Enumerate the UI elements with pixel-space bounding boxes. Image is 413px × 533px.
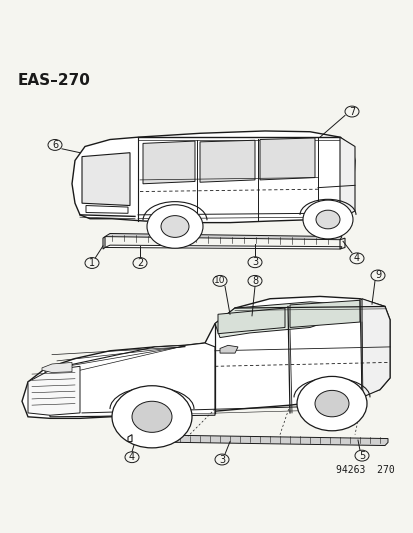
Ellipse shape — [344, 106, 358, 117]
Text: 3: 3 — [218, 455, 225, 465]
Text: 6: 6 — [52, 140, 58, 150]
Polygon shape — [199, 140, 254, 182]
Ellipse shape — [133, 257, 147, 269]
Polygon shape — [339, 137, 354, 219]
Polygon shape — [105, 245, 341, 249]
Text: 2: 2 — [137, 258, 143, 268]
Ellipse shape — [48, 140, 62, 150]
Text: 4: 4 — [353, 253, 359, 263]
Ellipse shape — [247, 257, 261, 268]
Polygon shape — [219, 345, 237, 353]
Ellipse shape — [161, 216, 189, 237]
Ellipse shape — [112, 386, 192, 448]
Polygon shape — [82, 153, 130, 206]
Ellipse shape — [302, 200, 352, 239]
Ellipse shape — [85, 257, 99, 269]
Polygon shape — [361, 298, 389, 398]
Text: 8: 8 — [252, 276, 257, 286]
Polygon shape — [105, 233, 341, 240]
Ellipse shape — [212, 276, 226, 286]
Polygon shape — [22, 296, 389, 418]
Polygon shape — [42, 362, 72, 373]
Text: 5: 5 — [358, 450, 364, 461]
Polygon shape — [259, 138, 314, 180]
Text: 7: 7 — [348, 107, 354, 117]
Polygon shape — [72, 131, 354, 223]
Ellipse shape — [296, 376, 366, 431]
Polygon shape — [218, 308, 284, 334]
Ellipse shape — [214, 454, 228, 465]
Ellipse shape — [125, 452, 139, 463]
Text: 10: 10 — [214, 277, 225, 285]
Ellipse shape — [315, 210, 339, 229]
Ellipse shape — [354, 450, 368, 461]
Text: 1: 1 — [89, 258, 95, 268]
Ellipse shape — [247, 276, 261, 286]
Polygon shape — [132, 435, 387, 446]
Text: EAS–270: EAS–270 — [18, 74, 91, 88]
Polygon shape — [28, 366, 80, 415]
Ellipse shape — [132, 401, 171, 432]
Text: 4: 4 — [128, 452, 135, 462]
Text: 3: 3 — [252, 257, 257, 267]
Polygon shape — [289, 300, 359, 327]
Ellipse shape — [314, 390, 348, 417]
Polygon shape — [214, 302, 344, 337]
Polygon shape — [142, 141, 195, 184]
Text: 9: 9 — [374, 270, 380, 280]
Ellipse shape — [370, 270, 384, 281]
Ellipse shape — [147, 205, 202, 248]
Text: 94263  270: 94263 270 — [335, 465, 394, 475]
Polygon shape — [45, 343, 214, 417]
Ellipse shape — [349, 253, 363, 264]
